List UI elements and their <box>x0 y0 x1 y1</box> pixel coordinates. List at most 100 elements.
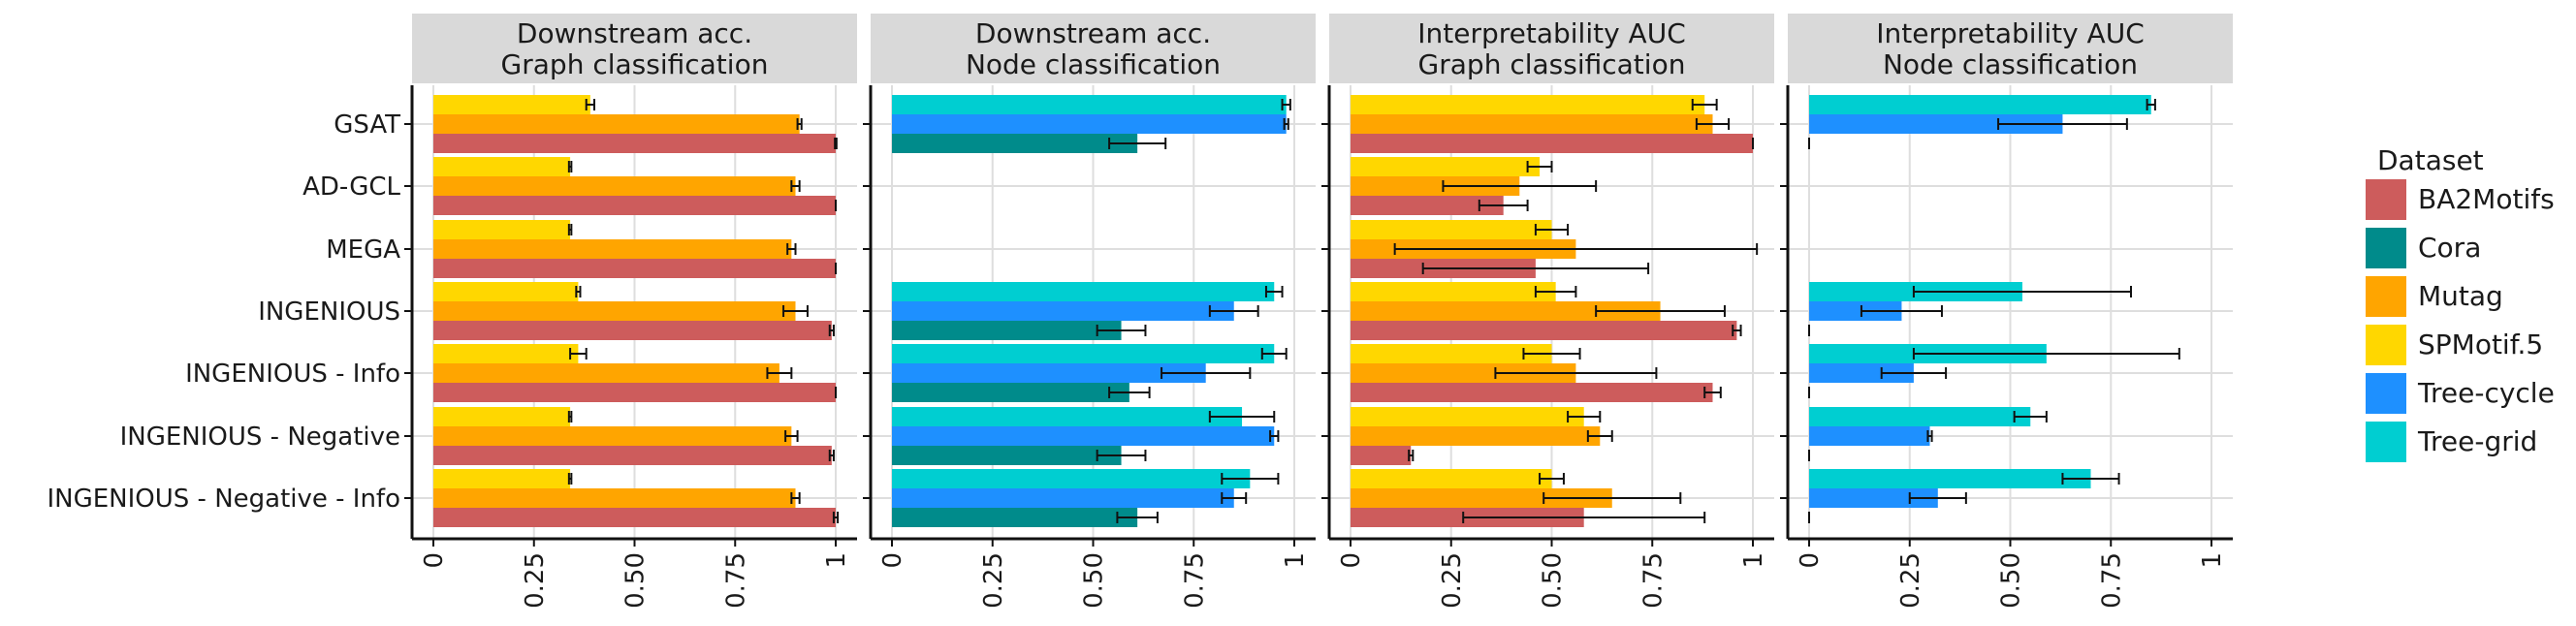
y-tick-label: INGENIOUS - Info <box>185 360 400 389</box>
bar-tree-grid <box>892 407 1243 426</box>
facet-strip <box>871 14 1316 83</box>
bar-cora <box>892 383 1129 402</box>
legend-label: Tree-cycle <box>2417 377 2555 409</box>
bar-ba2motifs <box>433 134 836 153</box>
x-tick-label: 1 <box>1281 552 1310 569</box>
bar-ba2motifs <box>1351 383 1713 402</box>
facet-strip <box>1329 14 1774 83</box>
bars <box>433 95 2180 527</box>
legend-label: BA2Motifs <box>2418 183 2555 215</box>
legend-label: Mutag <box>2418 280 2503 312</box>
bar-mutag <box>1351 114 1713 134</box>
bar-ba2motifs <box>1351 321 1737 340</box>
bar-tree-cycle <box>892 488 1234 508</box>
bar-spmotif-5 <box>1351 220 1552 239</box>
x-tick-label: 0.75 <box>2097 552 2126 609</box>
bar-spmotif-5 <box>433 95 590 114</box>
bar-mutag <box>1351 363 1576 383</box>
x-tick-label: 0 <box>420 552 449 569</box>
x-tick-label: 0 <box>1796 552 1825 569</box>
x-tick-label: 1 <box>2198 552 2227 569</box>
bar-cora <box>892 134 1138 153</box>
bar-ba2motifs <box>433 321 832 340</box>
bar-tree-cycle <box>892 114 1287 134</box>
x-tick-label: 0.25 <box>521 552 550 609</box>
bar-mutag <box>1351 176 1520 196</box>
bar-tree-cycle <box>892 426 1275 446</box>
legend-swatch <box>2366 373 2406 414</box>
x-tick-label: 0.50 <box>621 552 651 609</box>
bar-tree-grid <box>892 282 1275 301</box>
bar-ba2motifs <box>433 383 836 402</box>
facet-title-line2: Node classification <box>966 48 1221 80</box>
facet-title-line1: Interpretability AUC <box>1417 17 1686 49</box>
bar-spmotif-5 <box>1351 95 1705 114</box>
x-tick-label: 1 <box>1739 552 1768 569</box>
bar-ba2motifs <box>1351 446 1412 465</box>
x-tick-label: 0.25 <box>1438 552 1467 609</box>
bar-mutag <box>433 363 779 383</box>
bar-cora <box>892 446 1122 465</box>
facet-strip <box>1788 14 2233 83</box>
bar-mutag <box>433 488 796 508</box>
bar-mutag <box>433 114 800 134</box>
legend-swatch <box>2366 422 2406 462</box>
bar-spmotif-5 <box>433 220 571 239</box>
legend-swatch <box>2366 228 2406 268</box>
bar-mutag <box>1351 301 1661 321</box>
bar-tree-cycle <box>892 301 1234 321</box>
y-tick-label: INGENIOUS - Negative - Info <box>47 485 400 514</box>
facet-title-line1: Downstream acc. <box>517 17 752 49</box>
bar-tree-grid <box>892 469 1251 488</box>
x-tick-label: 0.50 <box>1080 552 1109 609</box>
bar-tree-cycle <box>1809 488 1938 508</box>
bar-spmotif-5 <box>1351 282 1556 301</box>
x-tick-label: 0.25 <box>979 552 1008 609</box>
bar-ba2motifs <box>433 446 832 465</box>
bar-mutag <box>433 176 796 196</box>
bar-mutag <box>433 426 792 446</box>
bar-tree-cycle <box>1809 426 1930 446</box>
bar-ba2motifs <box>433 508 836 527</box>
bar-mutag <box>433 239 792 259</box>
y-tick-label: MEGA <box>326 235 400 265</box>
bar-cora <box>892 508 1138 527</box>
facet-title-line2: Node classification <box>1883 48 2138 80</box>
legend-label: Cora <box>2418 232 2481 264</box>
bar-ba2motifs <box>433 196 836 215</box>
bar-tree-grid <box>1809 469 2091 488</box>
bar-spmotif-5 <box>1351 344 1552 363</box>
y-tick-label: GSAT <box>334 110 400 140</box>
bar-spmotif-5 <box>433 157 571 176</box>
facet-title-line2: Graph classification <box>1418 48 1686 80</box>
bar-ba2motifs <box>1351 134 1753 153</box>
bar-tree-cycle <box>1809 301 1902 321</box>
bar-spmotif-5 <box>433 344 579 363</box>
bar-tree-cycle <box>1809 114 2063 134</box>
legend-label: SPMotif.5 <box>2418 329 2543 360</box>
y-tick-label: AD-GCL <box>302 172 400 202</box>
facet-strip <box>412 14 857 83</box>
x-tick-label: 0.75 <box>721 552 750 609</box>
bar-mutag <box>1351 488 1612 508</box>
bar-spmotif-5 <box>1351 407 1584 426</box>
legend: Dataset BA2Motifs Cora Mutag SPMotif.5 Tree-c… <box>2366 144 2555 462</box>
bar-spmotif-5 <box>1351 469 1552 488</box>
panel-strips: Downstream acc. Graph classification Downs… <box>412 14 2233 83</box>
y-tick-label: INGENIOUS <box>258 297 400 327</box>
legend-swatch <box>2366 325 2406 365</box>
x-tick-label: 0.50 <box>1539 552 1568 609</box>
bar-spmotif-5 <box>433 407 571 426</box>
x-tick-label: 0.75 <box>1638 552 1668 609</box>
bar-spmotif-5 <box>433 282 579 301</box>
facet-title-line1: Downstream acc. <box>975 17 1211 49</box>
legend-label: Tree-grid <box>2417 425 2537 457</box>
bar-tree-cycle <box>1809 363 1914 383</box>
y-tick-label: INGENIOUS - Negative <box>120 423 400 452</box>
bar-spmotif-5 <box>1351 157 1541 176</box>
x-tick-label: 0 <box>1337 552 1366 569</box>
x-tick-label: 1 <box>822 552 851 569</box>
bar-tree-grid <box>1809 95 2151 114</box>
legend-title: Dataset <box>2377 144 2484 176</box>
